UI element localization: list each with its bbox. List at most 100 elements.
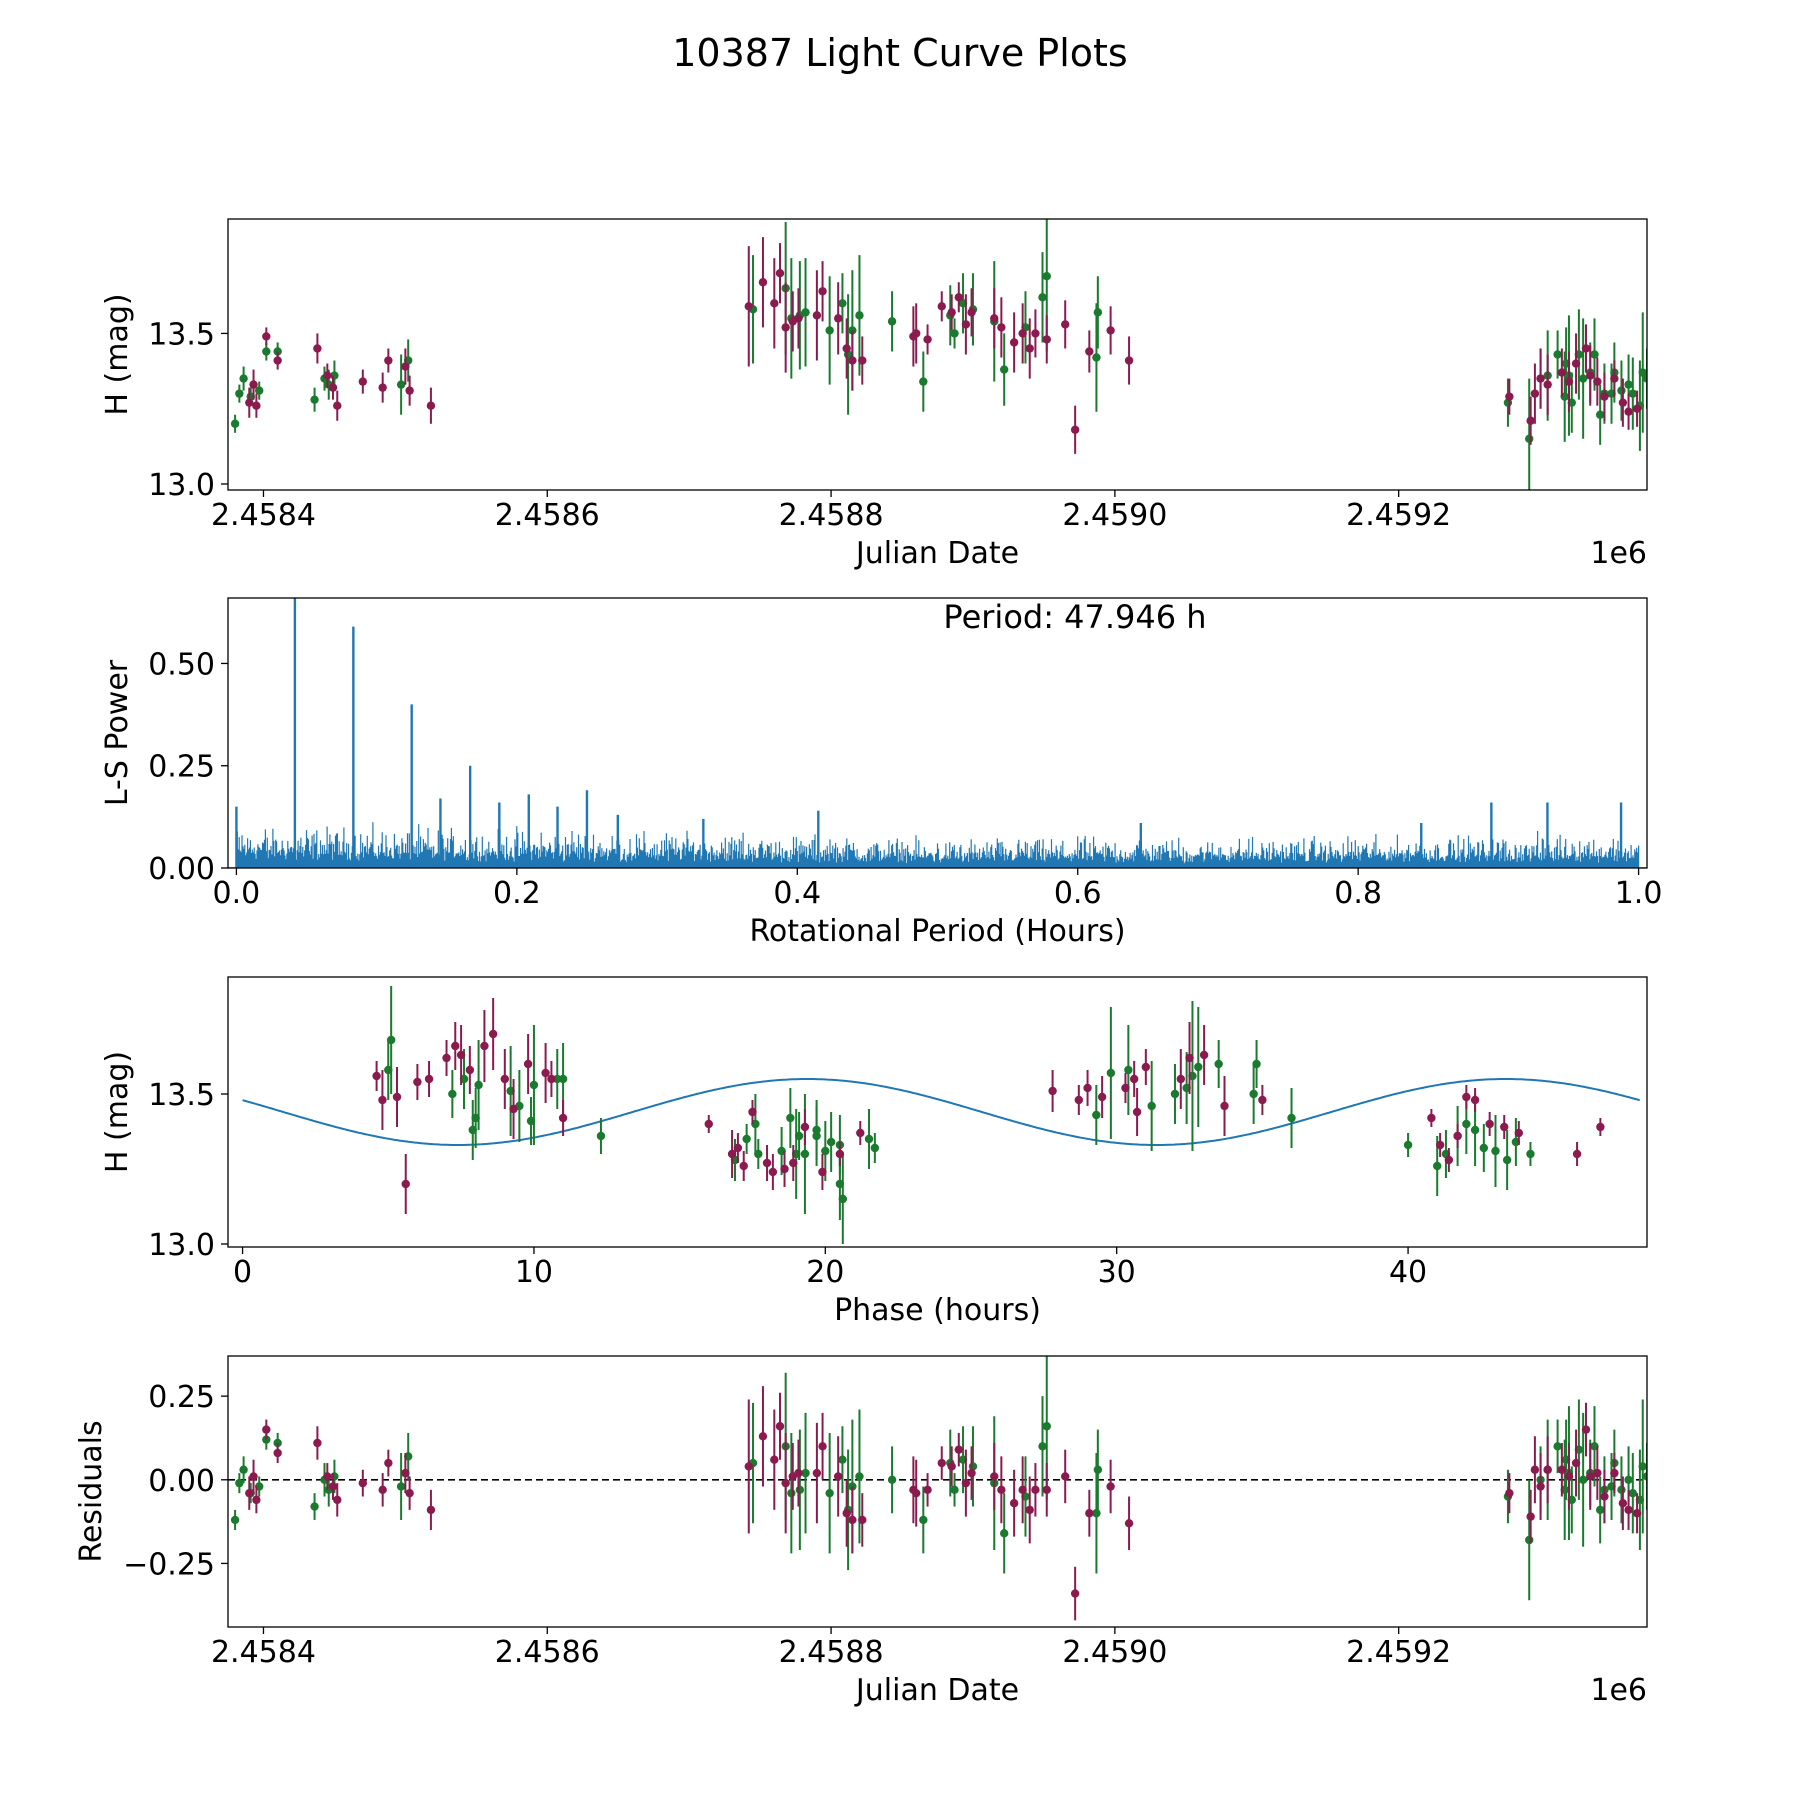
data-point	[1505, 1488, 1514, 1498]
data-point	[1124, 1065, 1133, 1075]
data-point	[1031, 1485, 1040, 1495]
data-point	[870, 1143, 880, 1153]
data-point	[401, 362, 410, 371]
data-point	[855, 1472, 864, 1481]
data-point	[553, 1074, 562, 1084]
data-point	[1061, 320, 1070, 329]
data-point	[961, 320, 971, 329]
data-point	[838, 1455, 847, 1464]
data-point	[967, 1468, 976, 1478]
data-point	[1083, 1083, 1092, 1093]
data-point	[480, 1041, 489, 1051]
data-point	[1590, 350, 1599, 359]
data-point	[313, 1438, 322, 1448]
data-point	[770, 299, 779, 308]
data-point	[1618, 398, 1628, 407]
x-tick-label: 0.6	[1054, 876, 1102, 911]
x-tick-label: 2.4588	[779, 1635, 884, 1670]
data-point	[801, 308, 810, 317]
data-point	[1214, 1059, 1223, 1069]
data-point	[372, 1071, 381, 1081]
data-point	[947, 308, 956, 317]
data-point	[1593, 377, 1602, 386]
data-point	[1252, 1059, 1261, 1069]
data-point	[1502, 1155, 1512, 1165]
data-point	[1526, 416, 1535, 425]
data-point	[1596, 1122, 1605, 1132]
data-point	[937, 1458, 946, 1468]
data-point	[838, 1194, 848, 1204]
data-point	[754, 1149, 763, 1159]
data-point	[1070, 425, 1080, 434]
data-point	[775, 269, 785, 278]
data-point	[1571, 359, 1581, 368]
data-point	[239, 374, 248, 383]
data-point	[384, 356, 393, 365]
x-tick-label: 0	[233, 1255, 252, 1290]
data-point	[1624, 1505, 1633, 1515]
data-point	[967, 308, 976, 317]
y-tick-label: 13.5	[148, 317, 215, 352]
data-point	[1624, 380, 1633, 389]
x-tick-label: 0.2	[493, 876, 541, 911]
data-point	[835, 1149, 845, 1159]
data-point	[1427, 1113, 1436, 1123]
lightcurve-axes-frame	[227, 218, 1648, 491]
data-point	[919, 1515, 928, 1525]
data-point	[1525, 434, 1534, 444]
data-point	[1462, 1119, 1471, 1129]
data-point	[252, 1495, 261, 1505]
data-point	[1092, 1110, 1101, 1120]
data-point	[448, 1089, 457, 1099]
data-point	[1564, 377, 1574, 386]
data-point	[1632, 404, 1642, 413]
data-point	[794, 1131, 804, 1141]
data-point	[838, 299, 847, 308]
periodogram-panel: 0.0 0.2 0.4 0.6 0.8 1.0 0.00 0.25 0.50 Rotational…	[100, 597, 1662, 949]
data-point	[488, 1029, 498, 1039]
data-point	[954, 1445, 963, 1454]
data-point	[775, 1422, 785, 1431]
x-tick-label: 0.8	[1334, 876, 1382, 911]
data-point	[1042, 335, 1051, 344]
data-point	[451, 1041, 460, 1051]
x-tick-label: 2.4590	[1062, 498, 1167, 533]
data-point	[1595, 410, 1605, 419]
x-axis-label: Phase (hours)	[834, 1293, 1041, 1328]
data-point	[997, 323, 1006, 332]
data-point	[1543, 380, 1552, 389]
data-point	[1129, 1074, 1139, 1084]
data-point	[990, 314, 999, 323]
data-point	[273, 356, 282, 365]
data-point	[1578, 374, 1588, 383]
data-point	[787, 1488, 796, 1498]
data-point	[1543, 1465, 1552, 1474]
data-point	[1097, 1092, 1107, 1102]
data-point	[990, 1472, 999, 1481]
data-point	[848, 356, 857, 365]
data-point	[1642, 374, 1647, 383]
data-point	[742, 1134, 751, 1144]
data-point	[950, 1485, 959, 1495]
data-point	[937, 302, 946, 311]
data-point	[1106, 326, 1115, 335]
data-point	[789, 1158, 798, 1168]
data-point	[704, 1119, 713, 1129]
data-point	[833, 1472, 843, 1481]
filter-purple-series	[245, 237, 1642, 454]
data-point	[1470, 1125, 1480, 1135]
data-point	[1632, 1509, 1642, 1518]
data-point	[1617, 386, 1626, 395]
data-point	[1287, 1113, 1296, 1123]
data-point	[818, 1167, 827, 1177]
x-offset-text: 1e6	[1590, 1673, 1647, 1708]
data-point	[919, 377, 928, 386]
data-point	[818, 1442, 827, 1451]
data-point	[249, 1472, 258, 1481]
data-point	[401, 1179, 410, 1189]
data-point	[255, 386, 264, 395]
data-point	[245, 398, 254, 407]
data-point	[1199, 1050, 1209, 1060]
